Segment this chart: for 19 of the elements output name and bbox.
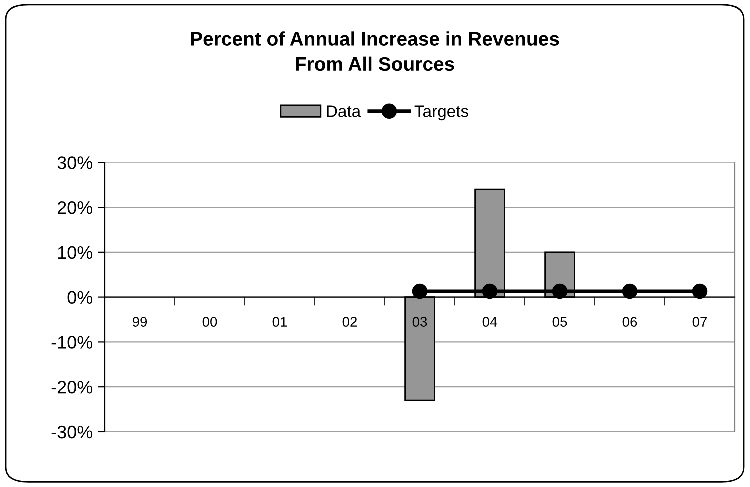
x-tick-label: 03 [412,317,428,327]
legend-label: Targets [414,106,468,121]
x-tick-label: 06 [622,317,638,327]
y-tick-label: 30% [58,156,93,170]
legend-label: Data [327,106,362,118]
x-tick-label: 00 [202,317,218,327]
y-tick-label: -20% [52,381,93,394]
chart-title: Percent of Annual Increase in Revenues From All Sources [191,32,560,72]
x-tick-label: 01 [272,317,288,327]
x-tick-label: 07 [692,317,708,327]
y-tick-label: -10% [52,336,93,349]
y-tick-label: -30% [52,426,93,439]
y-tick-label: 10% [58,246,93,260]
y-tick-label: 0% [68,291,93,304]
x-tick-label: 04 [482,317,498,327]
x-tick-label: 05 [552,317,568,327]
x-tick-label: 99 [132,317,148,327]
y-tick-label: 20% [58,201,93,214]
x-tick-label: 02 [342,317,358,327]
